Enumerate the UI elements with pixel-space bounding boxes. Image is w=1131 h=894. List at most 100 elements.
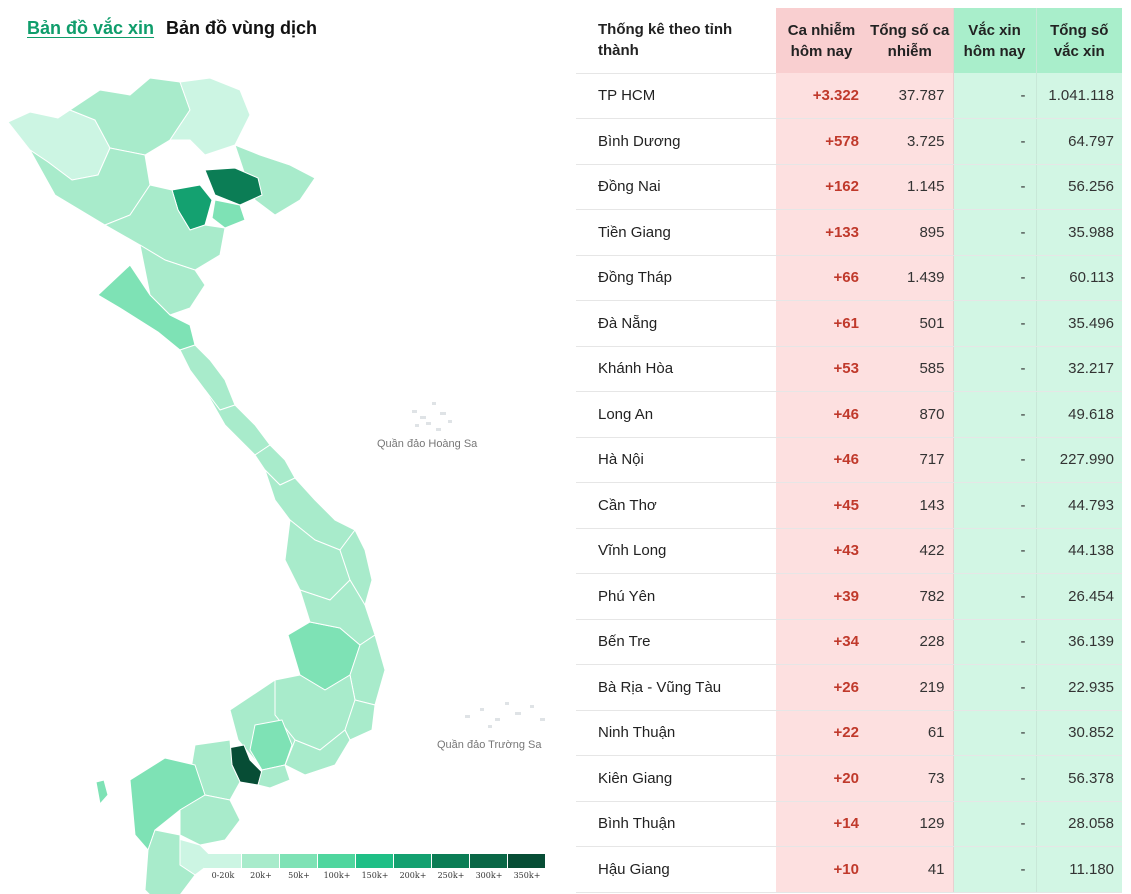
table-row[interactable]: Khánh Hòa +53 585-32.217 xyxy=(576,346,1122,392)
header-vaccine-today[interactable]: Vắc xin hôm nay xyxy=(953,8,1037,73)
vaccine-total: 35.496 xyxy=(1036,300,1122,347)
vaccine-total: 22.935 xyxy=(1036,664,1122,711)
legend-swatch xyxy=(432,854,470,868)
map-region-danang[interactable] xyxy=(254,444,296,486)
vaccine-total: 30.852 xyxy=(1036,710,1122,756)
map-region-nghe-an[interactable] xyxy=(97,264,196,351)
cases-today: +39 xyxy=(776,573,867,620)
legend-label: 0-20k xyxy=(211,871,235,880)
table-row[interactable]: Bình Dương +578 3.725-64.797 xyxy=(576,118,1122,165)
table-row[interactable]: Kiên Giang +20 73-56.378 xyxy=(576,755,1122,802)
map-region-mekong-2[interactable] xyxy=(179,794,241,846)
table-row[interactable]: Hậu Giang +10 41-11.180 xyxy=(576,846,1122,893)
vietnam-map[interactable] xyxy=(0,60,560,894)
vaccine-total: 36.139 xyxy=(1036,619,1122,665)
cases-today: +45 xyxy=(776,482,867,529)
table-row[interactable]: Bà Rịa - Vũng Tàu +26 219-22.935 xyxy=(576,664,1122,711)
tab-epidemic-map[interactable]: Bản đồ vùng dịch xyxy=(166,18,318,38)
vietnam-map-svg[interactable] xyxy=(0,60,560,894)
legend-item: 350k+ xyxy=(508,854,546,880)
vaccine-today: - xyxy=(953,164,1037,210)
table-row[interactable]: Đồng Tháp +66 1.439-60.113 xyxy=(576,255,1122,301)
table-row[interactable]: TP HCM +3.322 37.787-1.041.118 xyxy=(576,73,1122,119)
province-stats-table: Thống kê theo tỉnh thành Ca nhiễm hôm na… xyxy=(576,8,1124,894)
legend-label: 50k+ xyxy=(288,871,310,880)
vaccine-total: 35.988 xyxy=(1036,209,1122,256)
cases-total: 895 xyxy=(867,209,954,256)
table-row[interactable]: Tiền Giang +133 895-35.988 xyxy=(576,209,1122,256)
hoang-sa-label: Quần đảo Hoàng Sa xyxy=(377,438,478,450)
cases-today: +14 xyxy=(776,801,867,847)
legend-item: 250k+ xyxy=(432,854,470,880)
vaccine-total: 32.217 xyxy=(1036,346,1122,392)
hoang-sa-islands xyxy=(412,402,452,431)
table-row[interactable]: Đồng Nai +162 1.145-56.256 xyxy=(576,164,1122,210)
table-row[interactable]: Long An +46 870-49.618 xyxy=(576,391,1122,438)
map-region-ninh-thuan[interactable] xyxy=(344,699,376,741)
table-row[interactable]: Bến Tre +34 228-36.139 xyxy=(576,619,1122,665)
truong-sa-islands xyxy=(465,702,545,728)
cases-total: 41 xyxy=(867,846,954,893)
vaccine-today: - xyxy=(953,528,1037,574)
vaccine-today: - xyxy=(953,755,1037,802)
cases-total: 37.787 xyxy=(867,73,954,119)
vaccine-today: - xyxy=(953,300,1037,347)
legend-label: 350k+ xyxy=(513,871,541,880)
header-cases-today[interactable]: Ca nhiễm hôm nay xyxy=(776,8,867,73)
vaccine-total: 44.138 xyxy=(1036,528,1122,574)
header-cases-total[interactable]: Tổng số ca nhiễm xyxy=(867,8,954,73)
cases-today: +3.322 xyxy=(776,73,867,119)
vaccine-today: - xyxy=(953,346,1037,392)
cases-today: +46 xyxy=(776,437,867,483)
table-row[interactable]: Ninh Thuận +22 61-30.852 xyxy=(576,710,1122,756)
map-tabs: Bản đồ vắc xin Bản đồ vùng dịch xyxy=(27,18,317,39)
cases-total: 501 xyxy=(867,300,954,347)
map-region-red-river-1[interactable] xyxy=(204,167,263,206)
cases-total: 73 xyxy=(867,755,954,802)
tab-vaccine-map[interactable]: Bản đồ vắc xin xyxy=(27,18,155,38)
legend-label: 100k+ xyxy=(323,871,351,880)
header-province[interactable]: Thống kê theo tỉnh thành xyxy=(576,8,776,74)
province-name: Long An xyxy=(576,391,776,438)
map-region-phu-quoc[interactable] xyxy=(95,779,109,805)
legend-label: 250k+ xyxy=(437,871,465,880)
cases-total: 782 xyxy=(867,573,954,620)
cases-today: +162 xyxy=(776,164,867,210)
table-row[interactable]: Vĩnh Long +43 422-44.138 xyxy=(576,528,1122,574)
cases-total: 1.145 xyxy=(867,164,954,210)
table-row[interactable]: Cần Thơ +45 143-44.793 xyxy=(576,482,1122,529)
province-name: Đà Nẵng xyxy=(576,300,776,347)
map-region-northwest[interactable] xyxy=(7,109,111,181)
cases-total: 228 xyxy=(867,619,954,665)
table-row[interactable]: Đà Nẵng +61 501-35.496 xyxy=(576,300,1122,347)
table-row[interactable]: Phú Yên +39 782-26.454 xyxy=(576,573,1122,620)
vaccine-today: - xyxy=(953,664,1037,711)
map-region-north-2[interactable] xyxy=(169,77,251,156)
map-region-vung-tau[interactable] xyxy=(257,764,291,789)
legend-item: 20k+ xyxy=(242,854,280,880)
vaccine-today: - xyxy=(953,846,1037,893)
header-vaccine-total[interactable]: Tổng số vắc xin xyxy=(1036,8,1122,73)
map-region-red-river-2[interactable] xyxy=(211,199,246,229)
vaccine-today: - xyxy=(953,118,1037,165)
table-row[interactable]: Hà Nội +46 717-227.990 xyxy=(576,437,1122,483)
province-name: Hà Nội xyxy=(576,437,776,483)
map-region-north-3[interactable] xyxy=(29,147,151,226)
vaccine-today: - xyxy=(953,391,1037,438)
vaccine-today: - xyxy=(953,482,1037,529)
province-name: Ninh Thuận xyxy=(576,710,776,756)
province-name: Khánh Hòa xyxy=(576,346,776,392)
cases-total: 422 xyxy=(867,528,954,574)
map-region-north-central-2[interactable] xyxy=(179,344,236,411)
vaccine-total: 28.058 xyxy=(1036,801,1122,847)
table-row[interactable]: Bình Thuận +14 129-28.058 xyxy=(576,801,1122,847)
cases-today: +34 xyxy=(776,619,867,665)
vaccine-today: - xyxy=(953,73,1037,119)
legend-item: 300k+ xyxy=(470,854,508,880)
map-region-binh-thuan[interactable] xyxy=(284,729,351,776)
cases-today: +43 xyxy=(776,528,867,574)
legend-swatch xyxy=(508,854,546,868)
cases-today: +20 xyxy=(776,755,867,802)
map-region-ca-mau[interactable] xyxy=(144,829,196,894)
province-name: Bến Tre xyxy=(576,619,776,665)
